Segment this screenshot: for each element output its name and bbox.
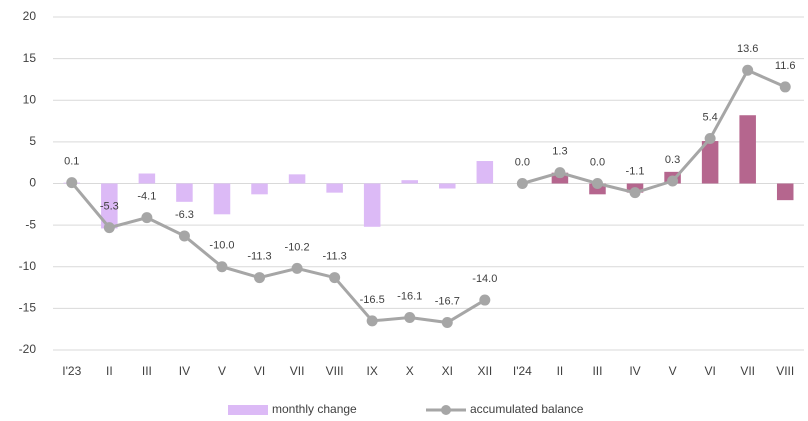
y-tick-label: -20 — [19, 342, 37, 356]
line-marker — [629, 187, 641, 199]
bar — [776, 183, 794, 201]
bar — [476, 161, 494, 184]
y-tick-label: 10 — [23, 92, 37, 106]
line — [521, 68, 786, 195]
x-tick-label: XII — [477, 364, 492, 378]
data-label: 5.4 — [702, 111, 717, 123]
y-tick-label: 5 — [29, 134, 36, 148]
x-tick-label: III — [592, 364, 602, 378]
line-marker — [366, 315, 378, 327]
x-tick-label: VIII — [776, 364, 794, 378]
data-label: 11.6 — [775, 60, 796, 72]
bar — [251, 183, 268, 195]
line-marker — [742, 64, 754, 76]
x-tick-label: II — [106, 364, 113, 378]
line — [70, 181, 486, 325]
line-marker — [103, 222, 115, 234]
data-label: 0.3 — [665, 154, 680, 166]
y-tick-label: 15 — [23, 51, 37, 65]
data-label: 0.1 — [64, 156, 79, 168]
y-tick-label: -5 — [25, 217, 36, 231]
x-tick-label: IX — [367, 364, 378, 378]
x-tick-label: VI — [704, 364, 715, 378]
line-marker — [291, 262, 303, 274]
line-marker — [254, 272, 266, 284]
x-tick-label: V — [669, 364, 677, 378]
x-tick-label: X — [406, 364, 414, 378]
x-tick-label: IV — [629, 364, 640, 378]
data-label: -11.3 — [247, 250, 271, 262]
data-label: -10.0 — [209, 240, 234, 252]
y-tick-label: 0 — [29, 176, 36, 190]
y-tick-label: -15 — [19, 301, 37, 315]
line-marker — [667, 175, 679, 187]
x-tick-label: III — [142, 364, 152, 378]
data-label: 0.0 — [590, 156, 605, 168]
line-marker — [404, 312, 416, 324]
line-marker — [178, 230, 190, 242]
data-label: 0.0 — [515, 156, 530, 168]
bar — [401, 180, 418, 184]
line-marker — [479, 294, 491, 306]
y-tick-label: -10 — [19, 259, 37, 273]
x-tick-label: IV — [179, 364, 190, 378]
bar — [213, 183, 231, 215]
line-marker — [779, 81, 791, 93]
bar — [739, 115, 756, 184]
x-tick-label: VII — [740, 364, 755, 378]
data-label: -11.3 — [322, 250, 346, 262]
line-marker — [554, 167, 566, 179]
bar — [288, 174, 306, 184]
line-marker — [141, 212, 153, 224]
bar — [101, 183, 118, 229]
bar — [176, 183, 193, 202]
legend-label: monthly change — [272, 402, 357, 416]
data-label: -14.0 — [472, 273, 497, 285]
bar — [701, 141, 719, 184]
line-marker — [216, 261, 228, 273]
data-label: -16.5 — [360, 294, 385, 306]
y-tick-label: 20 — [23, 9, 37, 23]
data-label: 1.3 — [552, 146, 567, 158]
x-tick-label: VII — [290, 364, 305, 378]
x-tick-label: XI — [442, 364, 453, 378]
data-label: -6.3 — [175, 209, 194, 221]
legend-label: accumulated balance — [470, 402, 584, 416]
data-label: -10.2 — [285, 241, 310, 253]
line-marker — [516, 178, 528, 189]
line-marker — [704, 133, 716, 145]
line-marker — [66, 177, 78, 189]
x-tick-label: VIII — [326, 364, 344, 378]
x-tick-label: I'23 — [62, 364, 81, 378]
bar — [439, 183, 456, 189]
data-label: -16.1 — [397, 290, 422, 302]
x-tick-label: I'24 — [513, 364, 532, 378]
legend-swatch — [441, 405, 451, 415]
data-label: -16.7 — [435, 295, 460, 307]
legend-swatch — [228, 405, 268, 415]
line-marker — [591, 178, 603, 189]
bar — [138, 173, 156, 184]
x-tick-label: V — [218, 364, 226, 378]
data-label: 13.6 — [737, 43, 758, 55]
bar — [363, 183, 381, 227]
data-label: -5.3 — [100, 201, 119, 213]
x-tick-label: II — [557, 364, 564, 378]
line-marker — [329, 272, 341, 284]
data-label: -1.1 — [626, 166, 645, 178]
x-tick-label: VI — [254, 364, 265, 378]
data-label: -4.1 — [137, 191, 156, 203]
line-marker — [441, 317, 453, 329]
bar — [326, 183, 343, 193]
